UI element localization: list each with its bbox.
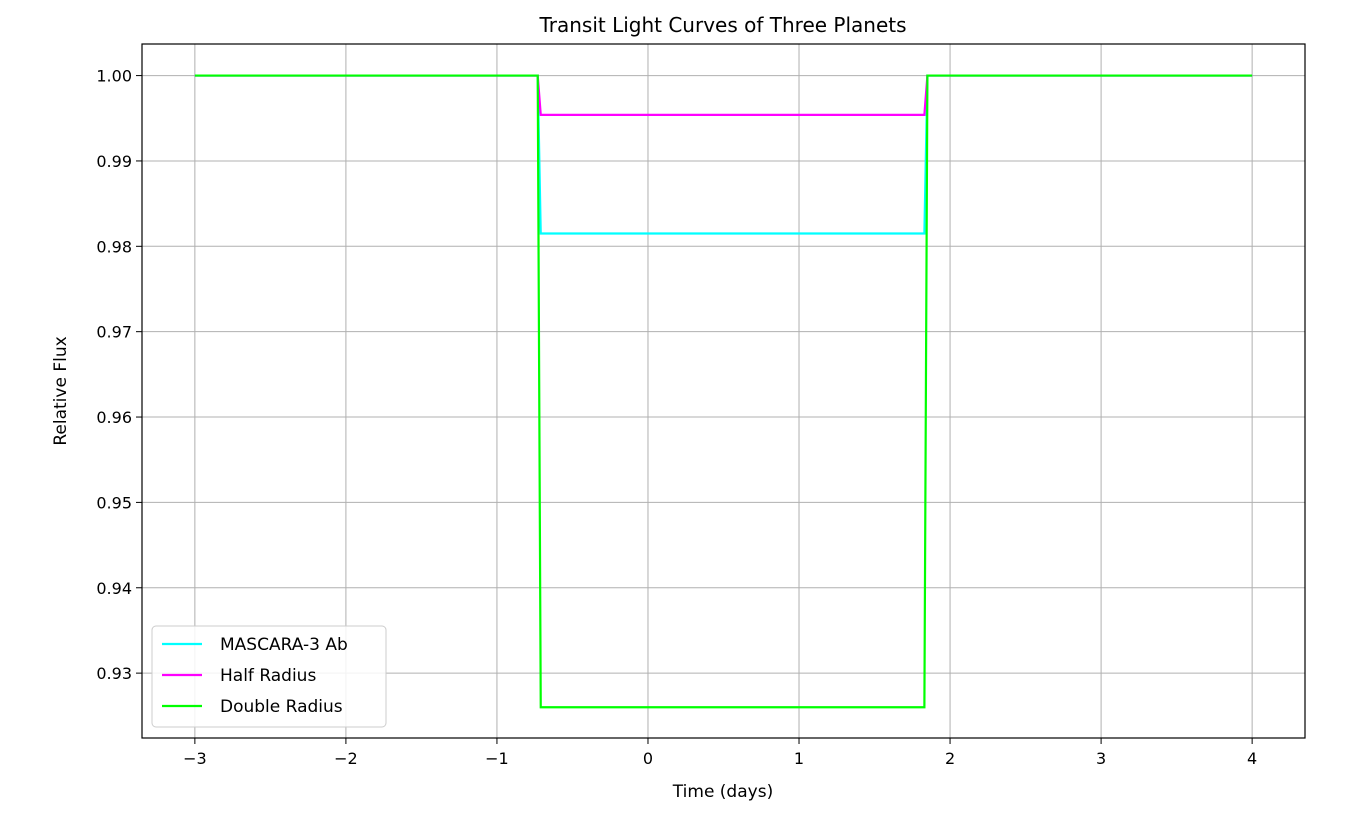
y-tick-label: 0.97 [96,323,132,342]
y-tick-label: 0.93 [96,664,132,683]
legend-label-half-radius: Half Radius [220,666,316,686]
y-axis-title: Relative Flux [51,336,71,445]
legend-label-double-radius: Double Radius [220,697,343,717]
x-tick-label: 3 [1096,749,1106,768]
y-tick-label: 0.98 [96,237,132,256]
y-tick-label: 0.96 [96,408,132,427]
x-tick-label: −3 [183,749,207,768]
legend-label-mascara-3-ab: MASCARA-3 Ab [220,635,348,655]
y-tick-label: 0.99 [96,152,132,171]
y-tick-label: 0.95 [96,493,132,512]
legend-box [151,625,387,728]
x-tick-label: 4 [1247,749,1257,768]
y-tick-label: 0.94 [96,579,132,598]
x-axis-title: Time (days) [672,782,773,802]
series-layer [194,74,1253,709]
x-tick-label: 0 [643,749,653,768]
chart-title: Transit Light Curves of Three Planets [538,13,906,37]
x-tick-label: −2 [334,749,358,768]
x-axis-ticks: −3 −2 −1 0 1 2 3 4 [183,738,1257,768]
y-axis-ticks: 0.93 0.94 0.95 0.96 0.97 0.98 0.99 1.00 [96,67,142,683]
plot-area-frame [141,43,1306,739]
y-tick-label: 1.00 [96,67,132,86]
x-tick-label: 1 [794,749,804,768]
series-line-double-radius [194,74,1253,709]
legend: MASCARA-3 Ab Half Radius Double Radius [151,625,387,728]
x-tick-label: 2 [945,749,955,768]
x-tick-label: −1 [485,749,509,768]
